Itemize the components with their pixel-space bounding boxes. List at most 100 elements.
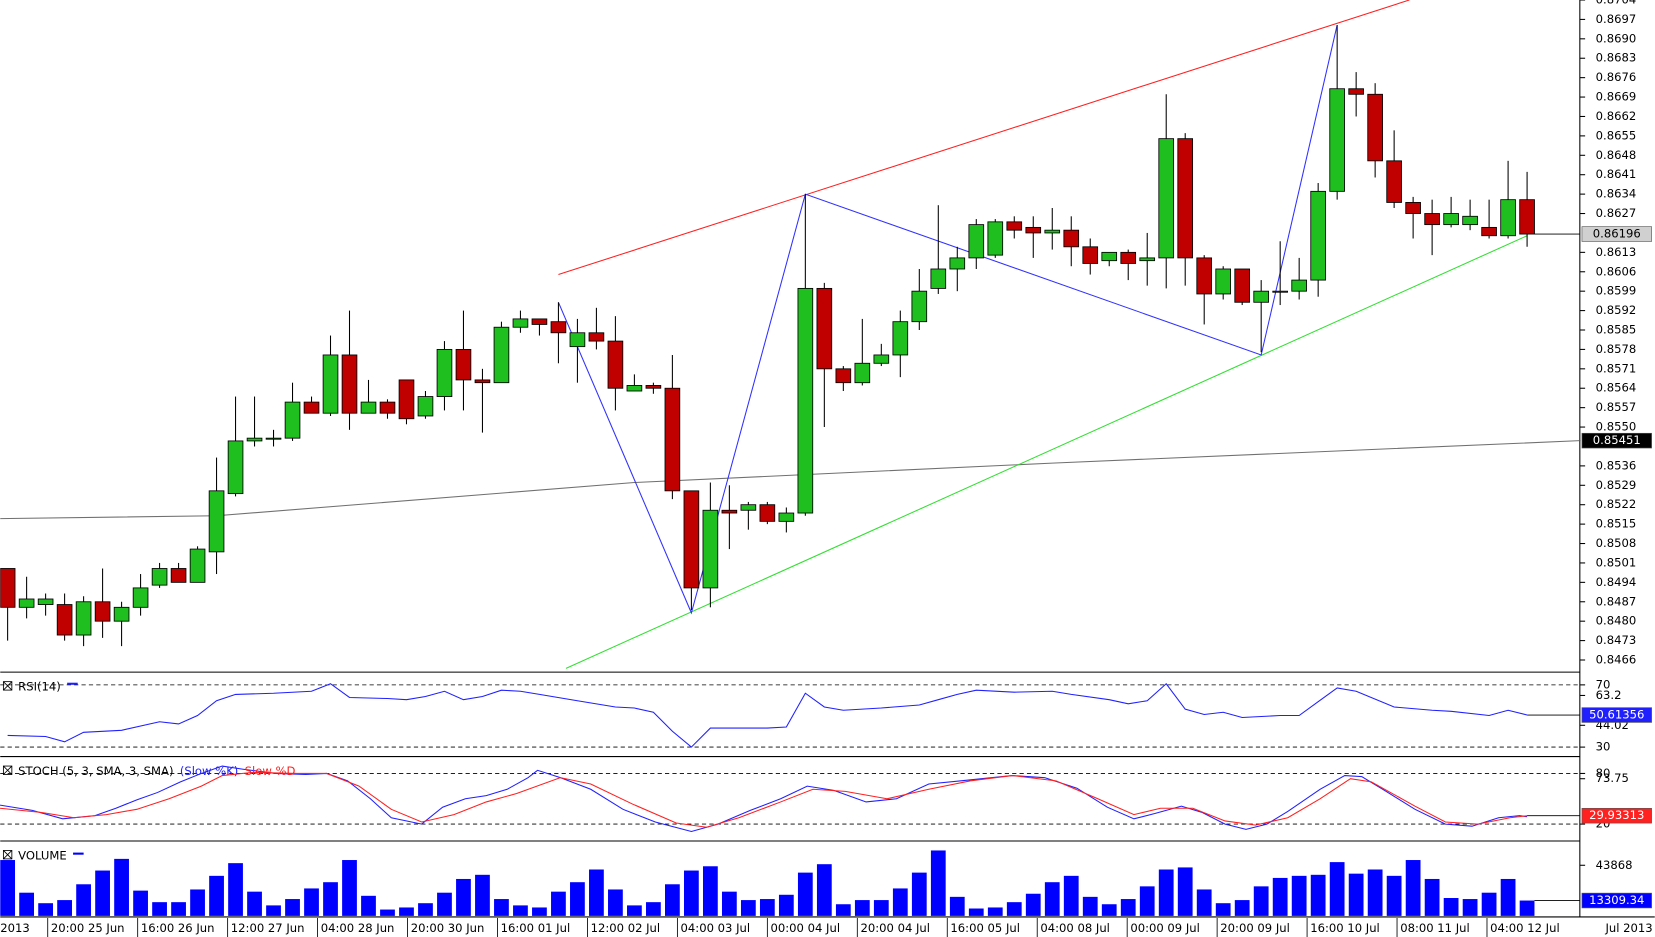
current-value-label: 0.86196 xyxy=(1593,227,1641,241)
y-tick-label: 0.8515 xyxy=(1596,517,1637,531)
candle-body xyxy=(322,354,339,414)
y-tick-label: 0.8683 xyxy=(1596,51,1637,65)
volume-bar xyxy=(152,902,167,916)
candle-body xyxy=(1386,160,1402,203)
overlay-line xyxy=(558,0,1410,276)
y-tick-label: 0.8508 xyxy=(1596,536,1637,550)
volume-bar xyxy=(304,888,319,916)
volume-bar xyxy=(835,904,851,916)
volume-bar xyxy=(456,878,471,916)
candle-body xyxy=(1101,251,1118,262)
y-tick-label: 0.8690 xyxy=(1596,31,1637,45)
candle-body xyxy=(18,598,35,608)
candle-body xyxy=(835,368,852,384)
volume-bar xyxy=(437,892,452,916)
candle-body xyxy=(1500,199,1516,237)
volume-bar xyxy=(968,908,984,916)
volume-bar xyxy=(1006,902,1022,916)
volume-bar xyxy=(1481,892,1497,916)
volume-bar xyxy=(1139,886,1155,916)
indicator-line xyxy=(7,682,1528,748)
y-tick-label: 63.2 xyxy=(1596,688,1622,702)
time-label: 20:00 09 Jul xyxy=(1220,921,1290,935)
candle-body xyxy=(797,287,814,514)
candle-body xyxy=(1158,138,1175,259)
volume-bar xyxy=(418,903,433,916)
volume-bar xyxy=(911,872,927,916)
candle-body xyxy=(645,385,662,389)
candle-body xyxy=(531,318,548,325)
candle-body xyxy=(436,348,453,397)
time-label: 08:00 11 Jul xyxy=(1400,921,1470,935)
y-tick-label: 30 xyxy=(1596,740,1611,754)
overlay-line xyxy=(0,440,1580,520)
candle-body xyxy=(151,568,168,586)
volume-bar xyxy=(95,870,110,916)
panel-title: VOLUME xyxy=(18,848,67,862)
volume-bar xyxy=(854,900,870,916)
y-tick-label: 0.8648 xyxy=(1596,148,1637,162)
candle-body xyxy=(1215,268,1232,295)
time-label: Jul 2013 xyxy=(1604,921,1652,935)
candle-body xyxy=(493,326,510,384)
candle-body xyxy=(911,290,928,323)
volume-bar xyxy=(1405,860,1421,916)
candle-body xyxy=(949,257,966,270)
candle-body xyxy=(1082,246,1099,264)
time-label: 04:00 12 Jul xyxy=(1490,921,1560,935)
current-value-box xyxy=(1581,892,1652,909)
volume-bar xyxy=(76,884,91,916)
candle-body xyxy=(455,348,472,381)
time-label: 2013 xyxy=(0,921,30,935)
y-tick-label: 0.8501 xyxy=(1596,555,1637,569)
y-tick-label: 0.8473 xyxy=(1596,633,1637,647)
volume-bar xyxy=(342,860,357,916)
current-value-label: 13309.34 xyxy=(1589,893,1644,907)
current-value-label: 29.93313 xyxy=(1589,808,1644,822)
y-tick-label: 0.8466 xyxy=(1596,653,1637,667)
candle-body xyxy=(341,354,358,414)
y-tick-label: 0.8480 xyxy=(1596,614,1637,628)
icon xyxy=(2,765,13,775)
candle-body xyxy=(1006,221,1023,231)
y-tick-label: 0.8557 xyxy=(1596,400,1637,414)
candle-body xyxy=(1329,88,1345,192)
current-value-box xyxy=(1581,707,1652,723)
volume-bar xyxy=(1196,889,1212,916)
time-label: 12:00 02 Jul xyxy=(591,921,661,935)
candle-body xyxy=(1234,268,1250,303)
y-tick-label: 70 xyxy=(1596,677,1611,691)
candle-body xyxy=(1177,138,1194,259)
candle-body xyxy=(1443,213,1459,226)
volume-bar xyxy=(740,900,756,916)
volume-bar xyxy=(1329,862,1345,916)
candle-body xyxy=(854,362,871,384)
y-tick-label: 0.8571 xyxy=(1596,361,1637,375)
price-plot xyxy=(0,0,1580,669)
volume-bar xyxy=(1063,875,1079,916)
y-tick-label: 0.8613 xyxy=(1596,245,1637,259)
candle-body xyxy=(607,340,624,389)
icon xyxy=(3,850,13,860)
current-value-label: 0.85451 xyxy=(1593,433,1641,447)
y-tick-label: 0.8550 xyxy=(1596,420,1637,434)
candle-body xyxy=(1044,229,1061,234)
candle-body xyxy=(759,504,776,522)
y-tick-label: 0.8697 xyxy=(1596,12,1637,26)
candle-body xyxy=(721,509,738,514)
indicator-line xyxy=(0,771,1528,828)
current-value-box xyxy=(1581,226,1652,242)
volume-bar xyxy=(797,872,813,916)
volume-bar xyxy=(987,907,1003,916)
volume-bar xyxy=(892,888,908,916)
candle-body xyxy=(75,601,92,636)
volume-bar xyxy=(1367,869,1383,916)
candle-body xyxy=(778,512,795,522)
candle-body xyxy=(1405,202,1421,214)
volume-bar xyxy=(1424,878,1440,916)
y-tick-label: 0.8592 xyxy=(1596,303,1637,317)
y-tick-label: 0.8529 xyxy=(1596,478,1637,492)
y-tick-label: 0.8627 xyxy=(1596,206,1637,220)
candle-body xyxy=(873,354,890,364)
